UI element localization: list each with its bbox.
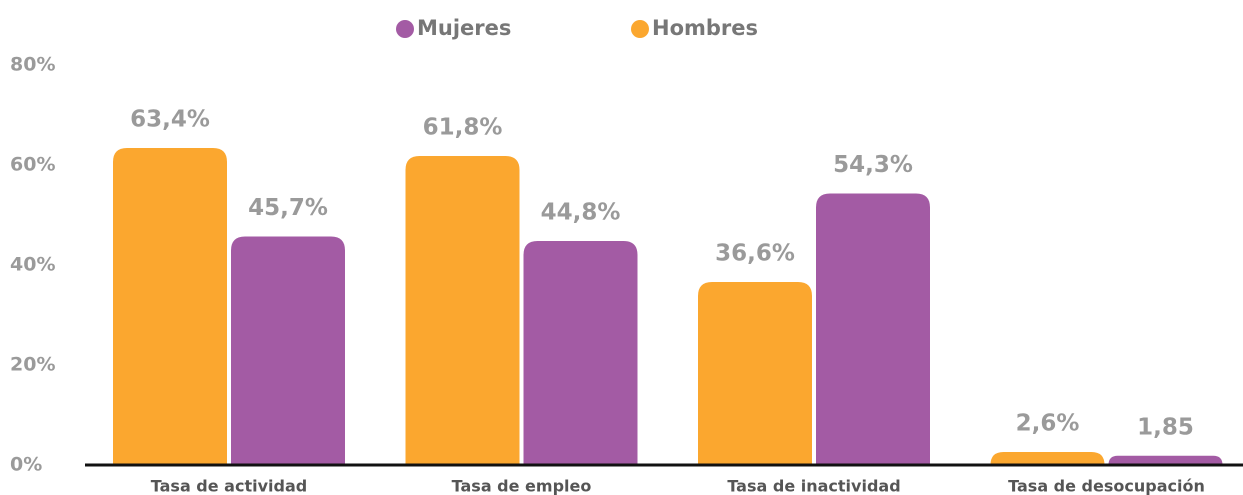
bar bbox=[231, 236, 345, 465]
value-label: 36,6% bbox=[715, 241, 795, 267]
bar bbox=[816, 193, 930, 465]
y-tick-label: 40% bbox=[10, 254, 55, 276]
x-tick-label: Tasa de empleo bbox=[452, 477, 592, 495]
x-tick-label: Tasa de actividad bbox=[151, 477, 307, 495]
value-label: 54,3% bbox=[833, 152, 913, 178]
bar bbox=[698, 282, 812, 465]
x-tick-label: Tasa de inactividad bbox=[727, 477, 900, 495]
y-tick-label: 0% bbox=[10, 454, 42, 476]
value-label: 44,8% bbox=[541, 200, 621, 226]
legend-marker bbox=[631, 20, 649, 38]
value-label: 45,7% bbox=[248, 195, 328, 221]
value-label: 61,8% bbox=[423, 115, 503, 141]
bar bbox=[1108, 455, 1223, 465]
y-tick-label: 60% bbox=[10, 154, 55, 176]
bar bbox=[990, 452, 1105, 465]
value-label: 1,85 bbox=[1137, 414, 1194, 440]
y-tick-label: 20% bbox=[10, 354, 55, 376]
x-tick-label: Tasa de desocupación bbox=[1008, 477, 1205, 495]
value-label: 63,4% bbox=[130, 107, 210, 133]
bar bbox=[405, 156, 520, 465]
bar bbox=[523, 241, 638, 465]
legend-marker bbox=[396, 20, 414, 38]
legend-label: Hombres bbox=[652, 16, 758, 40]
y-tick-label: 80% bbox=[10, 54, 55, 76]
bar bbox=[113, 148, 227, 465]
value-label: 2,6% bbox=[1016, 411, 1080, 437]
legend-label: Mujeres bbox=[417, 16, 511, 40]
